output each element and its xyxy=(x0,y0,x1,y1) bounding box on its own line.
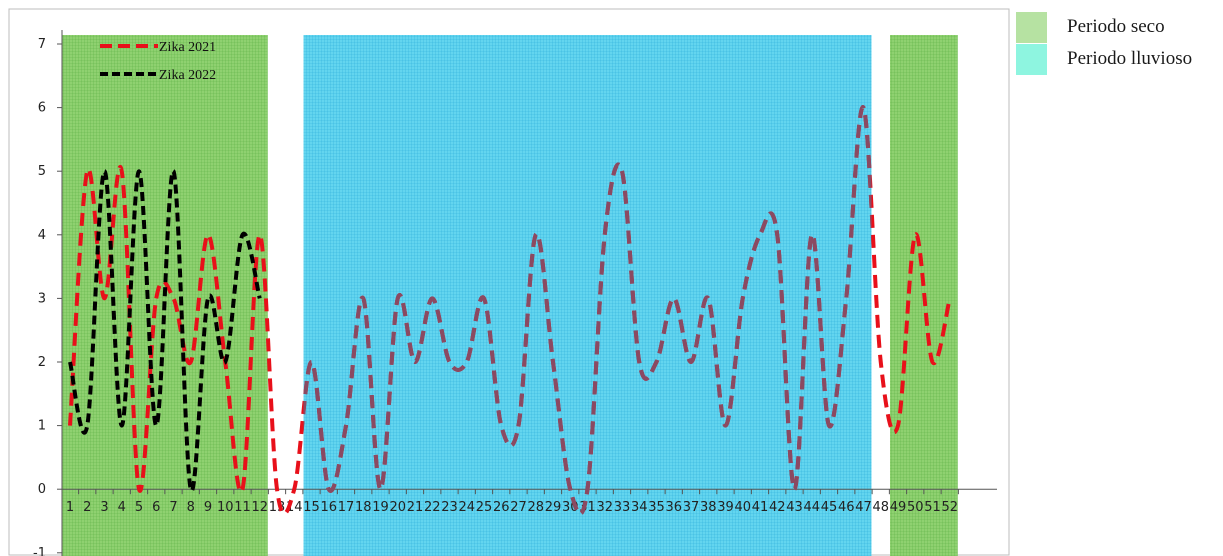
period-legend-item-seco: Periodo seco xyxy=(1016,10,1192,44)
x-tick-label-29: 29 xyxy=(545,500,562,515)
x-tick-label-2: 2 xyxy=(83,500,91,515)
x-tick-label-6: 6 xyxy=(152,500,160,515)
x-tick-label-12: 12 xyxy=(251,500,268,515)
x-tick-label-13: 13 xyxy=(269,500,286,515)
x-tick-label-39: 39 xyxy=(717,500,734,515)
x-tick-label-5: 5 xyxy=(135,500,143,515)
x-tick-label-25: 25 xyxy=(476,500,493,515)
x-tick-label-33: 33 xyxy=(614,500,631,515)
period-band-2 xyxy=(303,35,872,556)
x-tick-label-1: 1 xyxy=(66,500,74,515)
x-tick-label-18: 18 xyxy=(355,500,372,515)
x-tick-label-4: 4 xyxy=(118,500,126,515)
period-seco-swatch xyxy=(1016,11,1047,43)
x-tick-label-11: 11 xyxy=(234,500,251,515)
x-tick-label-34: 34 xyxy=(631,500,648,515)
x-tick-label-32: 32 xyxy=(596,500,613,515)
x-tick-label-26: 26 xyxy=(493,500,510,515)
period-seco-label: Periodo seco xyxy=(1067,16,1165,37)
x-tick-label-46: 46 xyxy=(838,500,855,515)
x-tick-label-9: 9 xyxy=(204,500,212,515)
x-tick-label-24: 24 xyxy=(458,500,475,515)
x-tick-label-40: 40 xyxy=(734,500,751,515)
legend-label-zika-2021: Zika 2021 xyxy=(159,40,216,55)
x-tick-label-21: 21 xyxy=(407,500,424,515)
period-lluvioso-swatch xyxy=(1016,43,1047,75)
chart-legend: Zika 2021 Zika 2022 xyxy=(100,40,216,83)
x-tick-label-15: 15 xyxy=(303,500,320,515)
x-tick-label-19: 19 xyxy=(372,500,389,515)
legend-label-zika-2022: Zika 2022 xyxy=(159,68,216,83)
x-tick-label-49: 49 xyxy=(890,500,907,515)
y-tick-label-3: 3 xyxy=(38,291,46,306)
y-tick-label-2: 2 xyxy=(38,355,46,370)
x-tick-label-47: 47 xyxy=(855,500,872,515)
x-tick-label-36: 36 xyxy=(665,500,682,515)
x-tick-label-27: 27 xyxy=(510,500,527,515)
y-tick-label-6: 6 xyxy=(38,101,46,116)
series-lines xyxy=(68,105,952,516)
x-tick-label-31: 31 xyxy=(579,500,596,515)
x-tick-label-22: 22 xyxy=(424,500,441,515)
x-tick-label-41: 41 xyxy=(752,500,769,515)
x-tick-label-50: 50 xyxy=(907,500,924,515)
y-tick-label--1: -1 xyxy=(33,546,46,556)
x-tick-label-17: 17 xyxy=(338,500,355,515)
x-tick-label-35: 35 xyxy=(648,500,665,515)
y-tick-label-1: 1 xyxy=(38,419,46,434)
y-tick-label-0: 0 xyxy=(38,482,46,497)
x-tick-label-10: 10 xyxy=(217,500,234,515)
x-tick-label-48: 48 xyxy=(872,500,889,515)
series-line-zika-2022 xyxy=(68,169,262,493)
x-tick-label-51: 51 xyxy=(924,500,941,515)
period-bands xyxy=(62,35,958,556)
y-tick-label-5: 5 xyxy=(38,164,46,179)
x-tick-label-43: 43 xyxy=(786,500,803,515)
x-tick-label-45: 45 xyxy=(821,500,838,515)
x-tick-label-7: 7 xyxy=(169,500,177,515)
x-tick-label-20: 20 xyxy=(389,500,406,515)
x-tick-label-3: 3 xyxy=(100,500,108,515)
x-tick-label-16: 16 xyxy=(320,500,337,515)
x-tick-label-23: 23 xyxy=(441,500,458,515)
x-tick-label-28: 28 xyxy=(527,500,544,515)
series-line-zika-2021-rainy xyxy=(303,105,872,516)
x-tick-label-42: 42 xyxy=(769,500,786,515)
x-tick-label-44: 44 xyxy=(803,500,820,515)
period-lluvioso-label: Periodo lluvioso xyxy=(1067,48,1193,69)
x-tick-label-37: 37 xyxy=(683,500,700,515)
x-tick-label-8: 8 xyxy=(187,500,195,515)
y-tick-label-4: 4 xyxy=(38,228,46,243)
period-legend: Periodo seco Periodo lluvioso xyxy=(1016,10,1192,76)
x-tick-label-38: 38 xyxy=(700,500,717,515)
x-tick-label-52: 52 xyxy=(941,500,958,515)
period-legend-item-lluvioso: Periodo lluvioso xyxy=(1016,42,1192,76)
y-tick-label-7: 7 xyxy=(38,37,46,52)
